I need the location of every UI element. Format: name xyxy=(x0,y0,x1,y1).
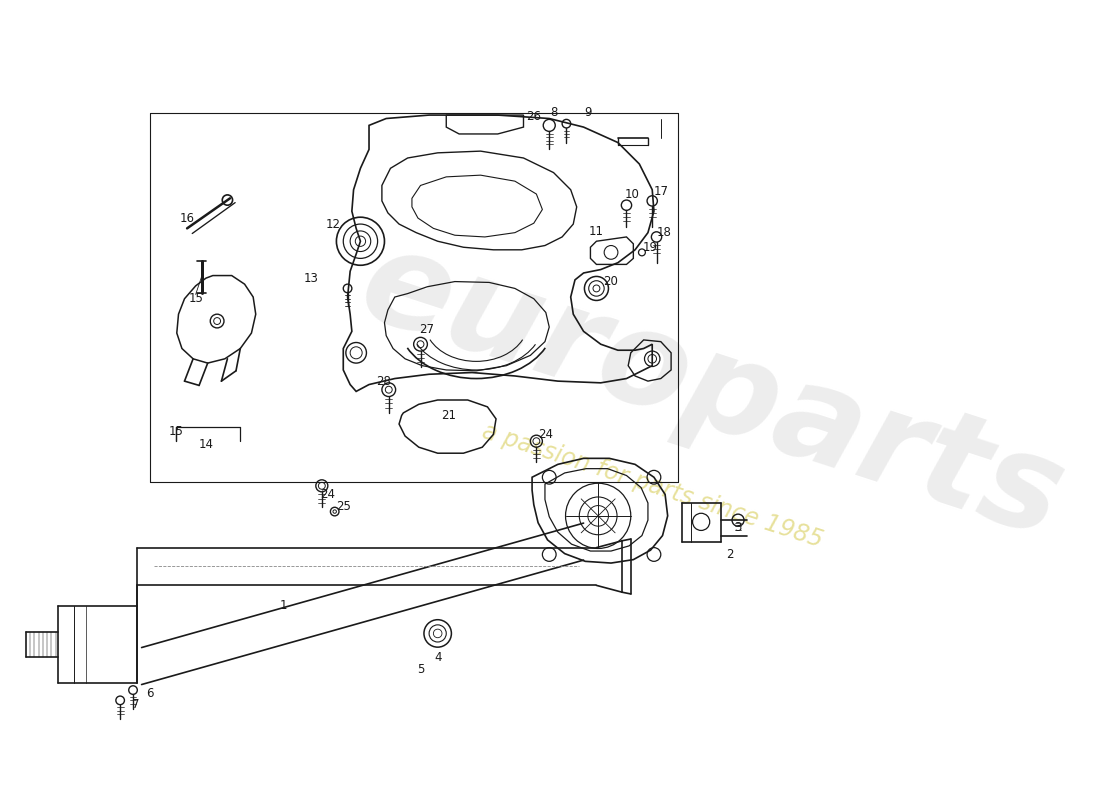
Text: 14: 14 xyxy=(198,438,213,451)
Text: 9: 9 xyxy=(584,106,592,119)
Text: 25: 25 xyxy=(336,500,351,513)
Text: 24: 24 xyxy=(320,488,336,501)
Text: 24: 24 xyxy=(538,428,553,441)
Text: 19: 19 xyxy=(644,241,658,254)
Text: 12: 12 xyxy=(326,218,341,231)
Text: 21: 21 xyxy=(441,409,456,422)
Text: 13: 13 xyxy=(304,272,319,285)
Text: 3: 3 xyxy=(735,521,741,534)
Text: a passion for parts since 1985: a passion for parts since 1985 xyxy=(478,419,826,552)
Text: 15: 15 xyxy=(188,292,204,306)
Text: 6: 6 xyxy=(146,687,154,700)
Text: 4: 4 xyxy=(433,651,441,664)
Text: 17: 17 xyxy=(653,185,669,198)
Text: 26: 26 xyxy=(526,110,541,123)
Text: 15: 15 xyxy=(168,426,184,438)
Text: 28: 28 xyxy=(376,374,390,388)
Text: 10: 10 xyxy=(624,187,639,201)
Text: 5: 5 xyxy=(417,663,425,676)
Text: 16: 16 xyxy=(179,211,195,225)
Text: 11: 11 xyxy=(588,226,604,238)
Text: 1: 1 xyxy=(279,599,287,613)
Text: 2: 2 xyxy=(726,548,734,561)
Text: europarts: europarts xyxy=(345,218,1079,565)
Text: 20: 20 xyxy=(604,275,618,288)
Text: 7: 7 xyxy=(132,698,140,711)
Text: 27: 27 xyxy=(419,323,435,336)
Text: 18: 18 xyxy=(657,226,672,239)
Text: 8: 8 xyxy=(551,106,558,119)
